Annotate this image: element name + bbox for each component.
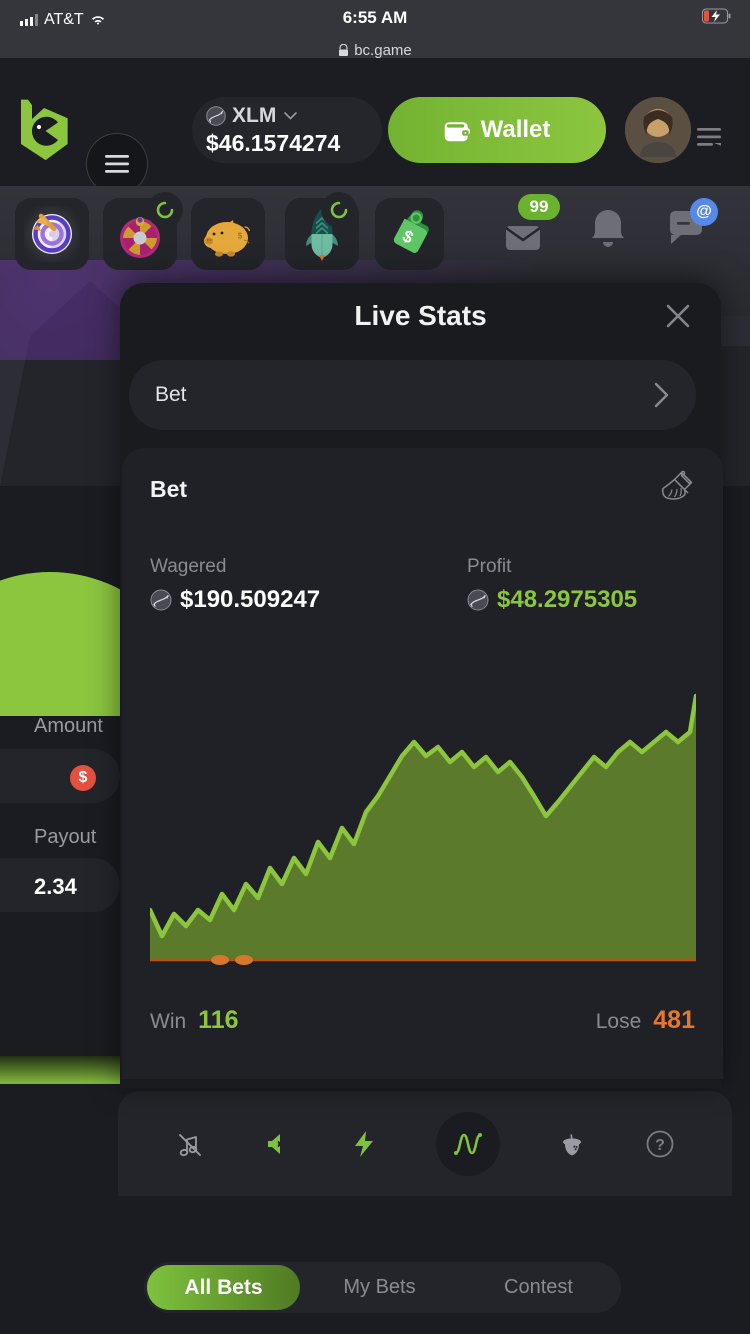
svg-text:?: ? [655, 1137, 665, 1154]
svg-text:$: $ [238, 232, 243, 241]
